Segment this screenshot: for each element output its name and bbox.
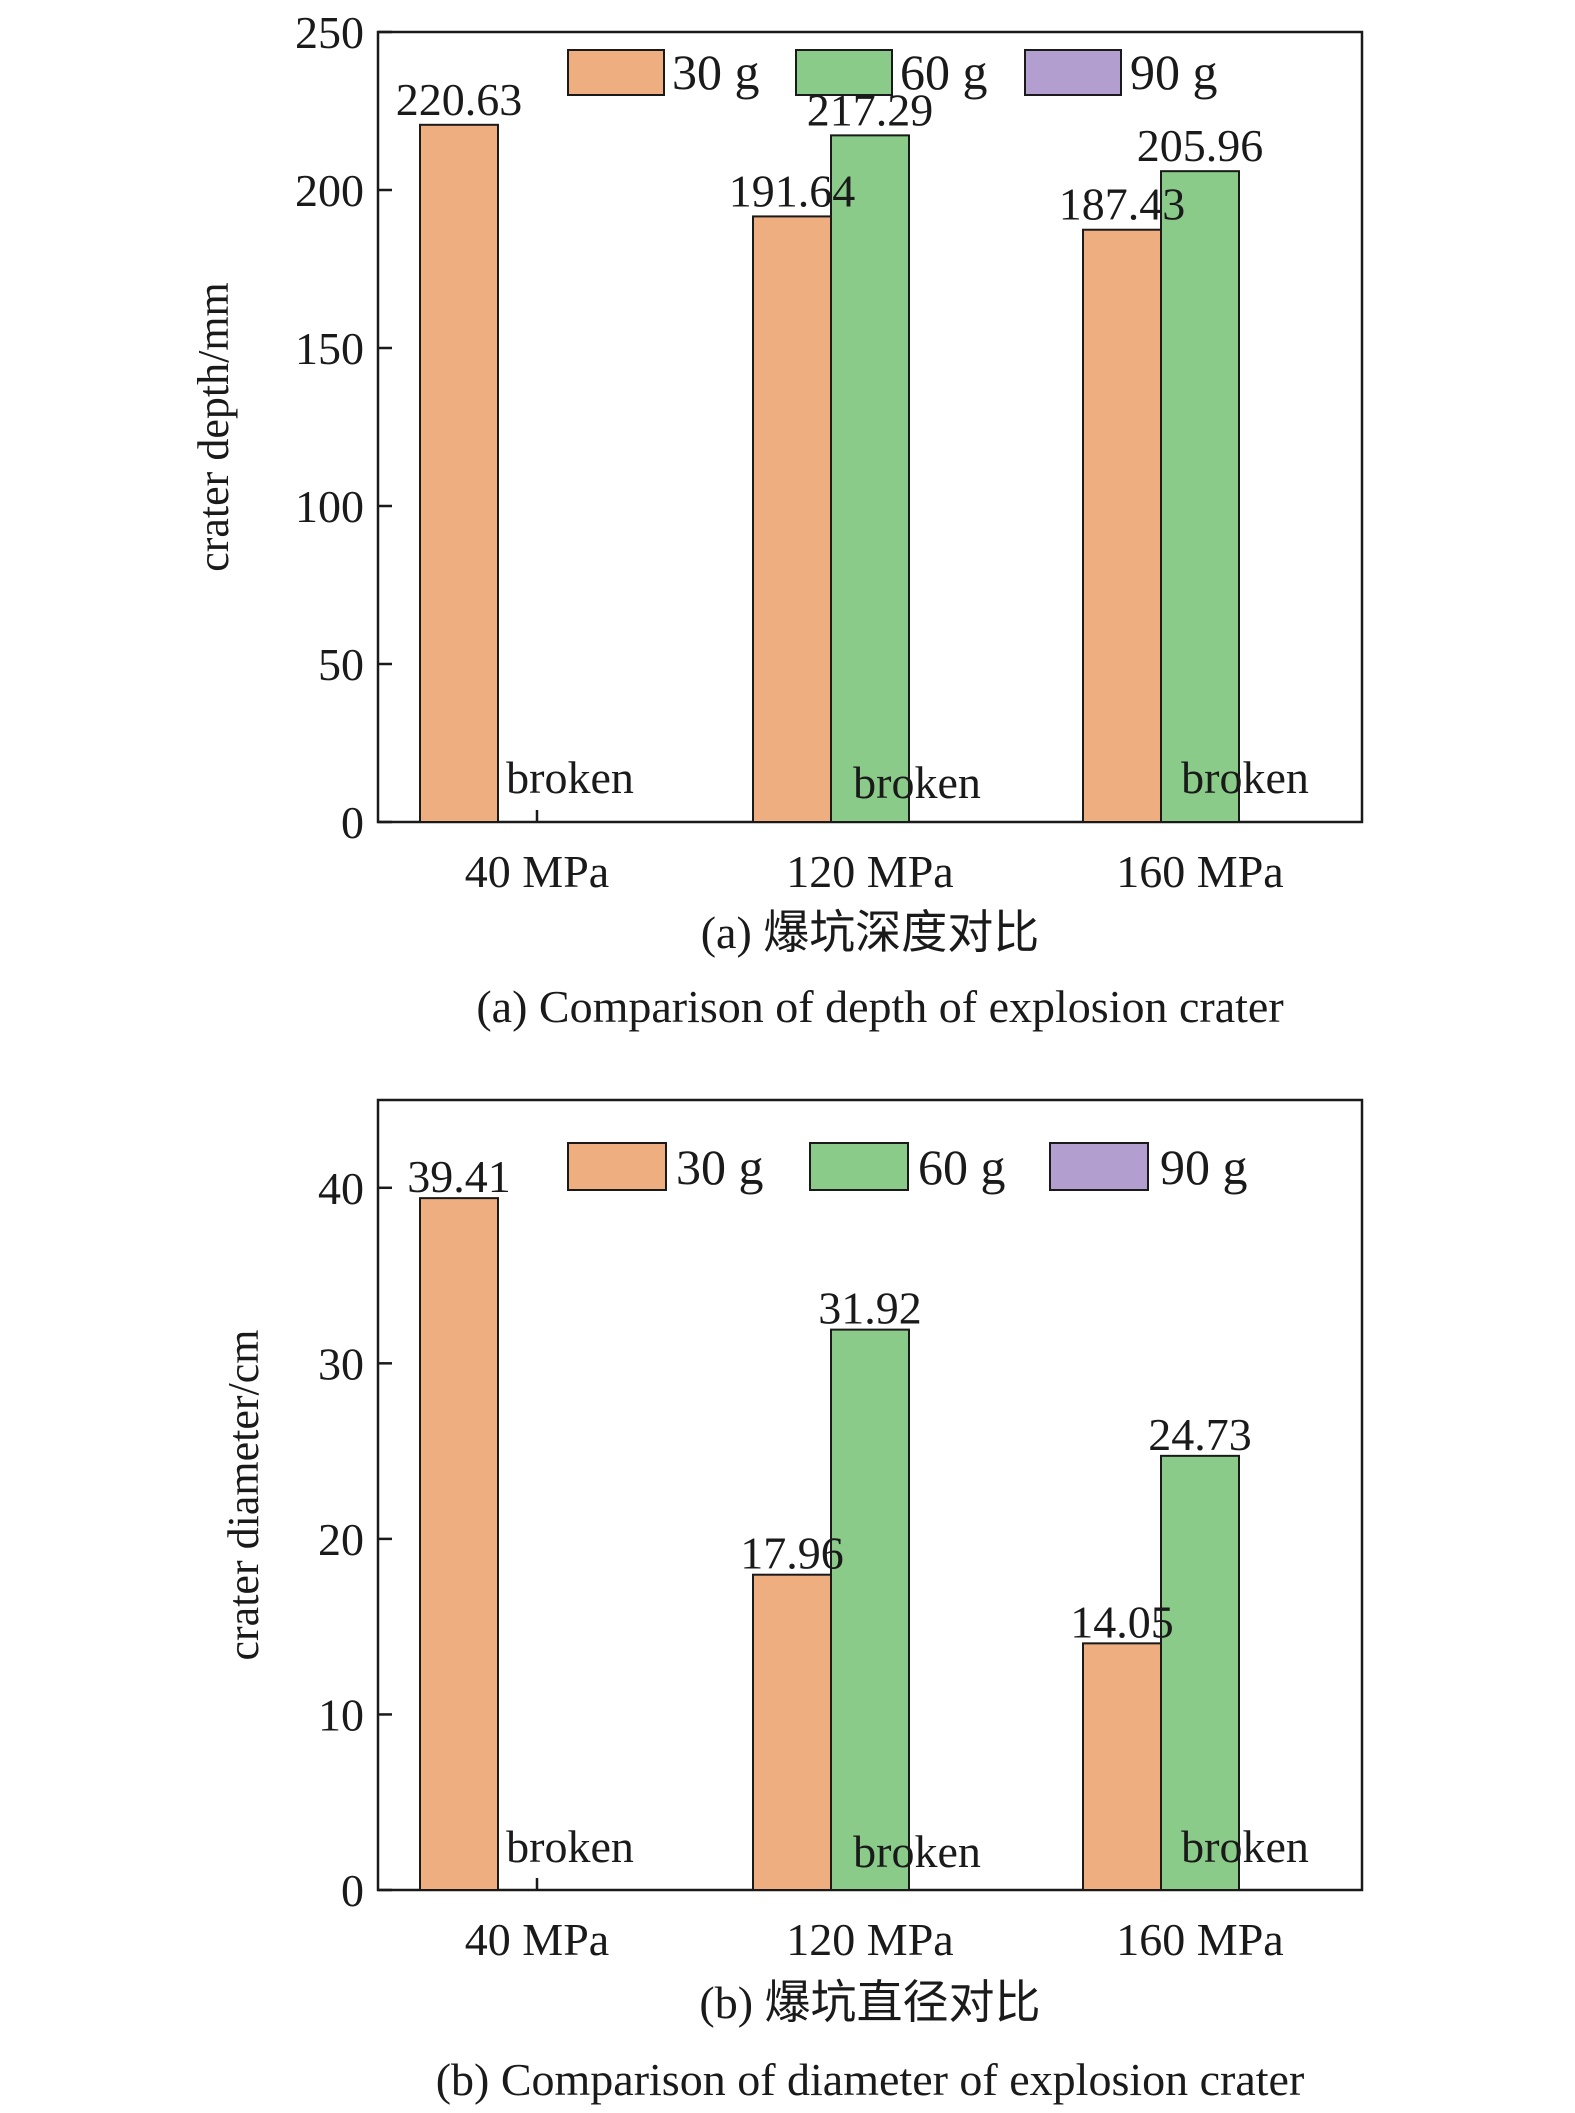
legend-swatch (809, 1142, 909, 1191)
x-tick-label: 120 MPa (786, 1914, 953, 1965)
legend-swatch (567, 49, 665, 96)
bar-30g-2 (1082, 1642, 1162, 1892)
x-tick-label: 160 MPa (1116, 1914, 1283, 1965)
legend-label: 30 g (672, 44, 760, 100)
y-axis-title: crater diameter/cm (219, 1329, 268, 1660)
bar-30g-1 (752, 215, 832, 823)
legend-swatch (795, 49, 893, 96)
caption-en: (a) Comparison of depth of explosion cra… (476, 981, 1283, 1032)
data-label: 191.64 (729, 165, 856, 216)
y-tick-label: 250 (295, 7, 364, 58)
y-tick-label: 20 (318, 1514, 364, 1565)
bar-30g-1 (752, 1573, 832, 1892)
legend-label: 60 g (900, 44, 988, 100)
legend-swatch (1049, 1142, 1149, 1191)
data-label: 220.63 (396, 74, 523, 125)
x-tick-label: 160 MPa (1116, 846, 1283, 897)
data-label: 24.73 (1148, 1409, 1252, 1460)
data-label: 31.92 (818, 1283, 922, 1334)
data-label: 17.96 (740, 1528, 844, 1579)
y-tick-label: 0 (341, 797, 364, 848)
legend-label: 90 g (1130, 44, 1218, 100)
y-axis-title: crater depth/mm (189, 282, 238, 572)
data-label: 39.41 (407, 1151, 511, 1202)
data-label: 14.05 (1070, 1596, 1174, 1647)
broken-annotation: broken (506, 1821, 634, 1872)
data-label: 187.43 (1059, 179, 1186, 230)
broken-annotation: broken (853, 1826, 981, 1877)
bar-60g-1 (830, 1328, 910, 1892)
y-tick-label: 100 (295, 481, 364, 532)
legend-swatch (567, 1142, 667, 1191)
broken-annotation: broken (853, 757, 981, 808)
y-tick-label: 200 (295, 165, 364, 216)
legend-label: 90 g (1160, 1139, 1248, 1195)
broken-annotation: broken (1181, 1821, 1309, 1872)
bar-60g-2 (1160, 1454, 1240, 1891)
bar-30g-2 (1082, 228, 1162, 824)
legend-label: 60 g (918, 1139, 1006, 1195)
bar-30g-0 (419, 123, 499, 823)
bar-60g-2 (1160, 170, 1240, 824)
broken-annotation: broken (506, 752, 634, 803)
x-tick-label: 40 MPa (465, 846, 609, 897)
y-tick-label: 30 (318, 1338, 364, 1389)
y-tick-label: 150 (295, 323, 364, 374)
caption-cn: (a) 爆坑深度对比 (701, 907, 1040, 958)
bar-60g-1 (830, 134, 910, 824)
y-tick-label: 0 (341, 1865, 364, 1916)
x-tick-label: 40 MPa (465, 1914, 609, 1965)
y-tick-label: 10 (318, 1689, 364, 1740)
caption-cn: (b) 爆坑直径对比 (699, 1977, 1040, 2028)
legend-swatch (1024, 49, 1122, 96)
y-tick-label: 50 (318, 639, 364, 690)
caption-en: (b) Comparison of diameter of explosion … (436, 2054, 1305, 2105)
bar-30g-0 (419, 1197, 499, 1891)
x-tick-label: 120 MPa (786, 846, 953, 897)
data-label: 205.96 (1137, 120, 1264, 171)
legend-label: 30 g (676, 1139, 764, 1195)
y-tick-label: 40 (318, 1163, 364, 1214)
broken-annotation: broken (1181, 752, 1309, 803)
